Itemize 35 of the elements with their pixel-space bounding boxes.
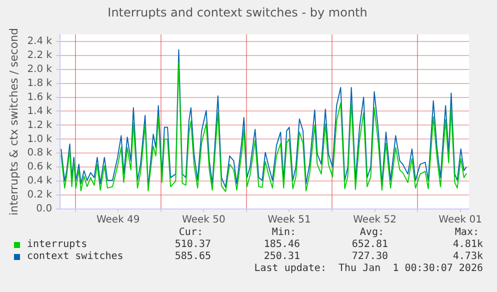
text: 250.31: [264, 251, 300, 263]
y-tick-label: 1.4 k: [27, 106, 52, 117]
legend-label: interrupts: [27, 239, 88, 251]
text: Min:: [272, 227, 296, 239]
x-tick-label: Week 51: [268, 214, 311, 226]
text: Avg:: [360, 227, 384, 239]
x-tick-label: Week 50: [182, 214, 226, 226]
y-tick-label: 1.6 k: [27, 92, 52, 103]
y-axis-title: interrupts & ctx switches / second: [7, 28, 20, 216]
text: 4.81k: [452, 239, 483, 251]
text: Last update: Thu Jan 1 00:30:07 2026: [254, 263, 483, 275]
y-tick-label: 0.0: [36, 204, 52, 215]
y-tick-label: 2.4 k: [27, 36, 52, 47]
y-tick-label: 1.2 k: [27, 120, 52, 131]
chart-title: Interrupts and context switches - by month: [108, 5, 368, 20]
text: Cur:: [178, 227, 203, 239]
y-tick-label: 1.0 k: [27, 134, 52, 145]
text: Max:: [454, 227, 479, 239]
y-tick-label: 2.0 k: [27, 64, 52, 75]
text: 4.73k: [452, 251, 483, 263]
y-tick-label: 0.4 k: [27, 176, 52, 187]
text: 652.81: [352, 239, 388, 251]
y-tick-label: 0.6 k: [27, 162, 52, 173]
text: 510.37: [174, 239, 211, 251]
y-tick-label: 0.8 k: [27, 148, 52, 159]
legend-label: context switches: [27, 251, 124, 263]
y-tick-label: 2.2 k: [27, 50, 52, 61]
text: 727.30: [352, 251, 388, 263]
x-tick-label: Week 52: [353, 214, 396, 226]
text: 185.46: [264, 239, 300, 251]
y-tick-label: 0.2 k: [27, 190, 52, 201]
y-tick-label: 1.8 k: [27, 78, 52, 89]
x-tick-label: Week 49: [96, 214, 140, 226]
text: 585.65: [174, 251, 211, 263]
x-tick-label: Week 01: [438, 214, 482, 226]
